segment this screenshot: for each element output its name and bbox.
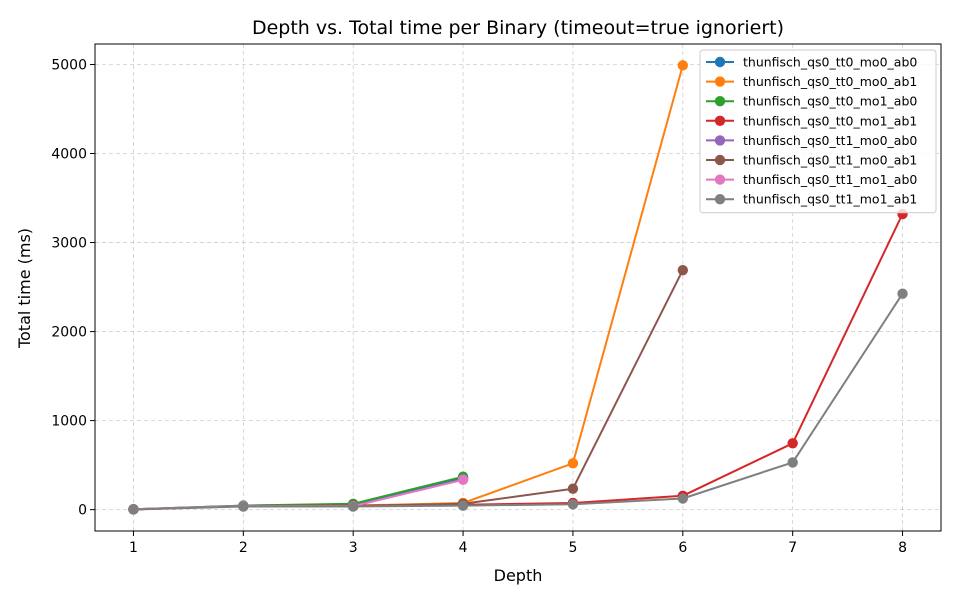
data-point	[787, 438, 798, 449]
legend-item: thunfisch_qs0_tt1_mo0_ab1	[706, 153, 917, 168]
legend-label: thunfisch_qs0_tt1_mo1_ab1	[743, 192, 917, 207]
x-tick-label: 3	[349, 540, 358, 556]
legend-label: thunfisch_qs0_tt1_mo1_ab0	[743, 172, 917, 187]
legend-frame	[699, 49, 937, 214]
legend: thunfisch_qs0_tt0_mo0_ab0 thunfisch_qs0_t…	[699, 49, 937, 214]
legend-marker	[714, 174, 726, 185]
legend-marker	[714, 135, 726, 146]
legend-marker	[714, 56, 726, 68]
series-thunfisch_qs0_tt0_mo1_ab1	[128, 208, 908, 515]
chart-title: Depth vs. Total time per Binary (timeout…	[252, 17, 784, 39]
x-tick-label: 8	[898, 540, 907, 556]
legend-marker	[714, 76, 726, 87]
data-point	[677, 493, 689, 504]
legend-label: thunfisch_qs0_tt1_mo0_ab1	[743, 153, 917, 168]
legend-label: thunfisch_qs0_tt0_mo1_ab0	[743, 94, 917, 109]
x-axis-label: Depth	[494, 566, 543, 585]
legend-label: thunfisch_qs0_tt0_mo0_ab1	[743, 74, 917, 89]
data-point	[347, 501, 359, 512]
y-tick-label: 3000	[51, 236, 87, 252]
legend-item: thunfisch_qs0_tt0_mo0_ab0	[706, 55, 917, 70]
y-tick-label: 2000	[51, 325, 87, 341]
y-tick-label: 0	[78, 503, 87, 519]
x-tick-label: 5	[568, 540, 577, 556]
legend-item: thunfisch_qs0_tt0_mo1_ab0	[706, 94, 917, 109]
series-thunfisch_qs0_tt0_mo0_ab1	[128, 60, 689, 515]
legend-marker	[714, 96, 726, 107]
data-point	[128, 504, 139, 515]
legend-marker	[714, 194, 726, 205]
series-layer	[128, 60, 908, 515]
legend-marker	[714, 115, 726, 127]
x-tick-label: 4	[459, 540, 468, 556]
data-point	[457, 500, 469, 511]
data-point	[787, 457, 798, 468]
legend-item: thunfisch_qs0_tt1_mo1_ab1	[706, 192, 917, 207]
series-thunfisch_qs0_tt1_mo0_ab1	[128, 264, 689, 515]
legend-item: thunfisch_qs0_tt1_mo1_ab0	[706, 172, 917, 187]
legend-label: thunfisch_qs0_tt0_mo0_ab0	[743, 55, 917, 70]
legend-marker	[714, 154, 726, 166]
data-point	[677, 60, 689, 71]
legend-label: thunfisch_qs0_tt1_mo0_ab0	[743, 133, 917, 148]
data-point	[567, 458, 579, 469]
axis-ticks: 1 2 3 4 5 6 7 8 0 1000 2000 3000 4000 5000	[51, 57, 907, 556]
data-point	[677, 264, 689, 276]
x-tick-label: 2	[239, 540, 248, 556]
x-tick-label: 1	[129, 540, 138, 556]
series-line	[133, 65, 684, 511]
x-tick-label: 6	[678, 540, 687, 556]
y-tick-label: 4000	[51, 147, 87, 163]
y-axis-label: Total time (ms)	[15, 228, 34, 349]
legend-item: thunfisch_qs0_tt0_mo1_ab1	[706, 113, 917, 128]
grid	[95, 44, 941, 531]
legend-item: thunfisch_qs0_tt1_mo0_ab0	[706, 133, 917, 148]
data-point	[238, 501, 249, 512]
data-point	[567, 499, 579, 510]
x-tick-label: 7	[788, 540, 797, 556]
plot-frame	[94, 43, 942, 532]
series-line	[133, 269, 684, 511]
y-tick-label: 1000	[51, 414, 87, 430]
series-line	[133, 293, 904, 511]
legend-item: thunfisch_qs0_tt0_mo0_ab1	[706, 74, 917, 89]
data-point	[897, 288, 908, 299]
data-point	[457, 474, 469, 486]
y-tick-label: 5000	[51, 57, 87, 73]
data-point	[567, 483, 579, 494]
series-thunfisch_qs0_tt1_mo1_ab1	[128, 288, 908, 515]
legend-label: thunfisch_qs0_tt0_mo1_ab1	[743, 113, 917, 128]
